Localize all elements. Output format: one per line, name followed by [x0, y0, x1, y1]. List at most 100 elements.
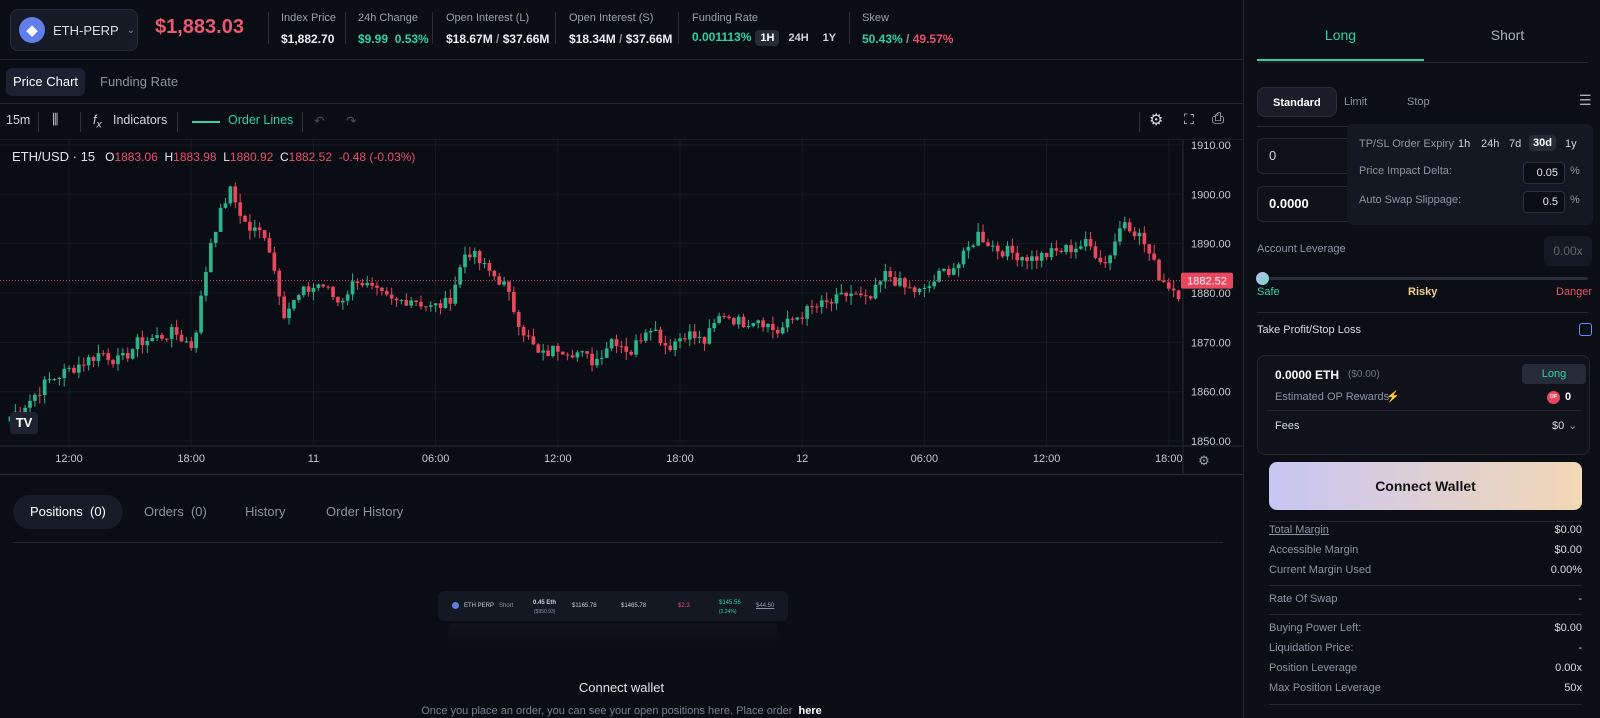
tab-positions[interactable]: Positions (0): [13, 495, 123, 529]
leverage-input[interactable]: 0.00x: [1544, 236, 1592, 266]
summary-usd: ($0.00): [1348, 369, 1380, 380]
candle-body: [932, 281, 937, 287]
candle-body: [424, 306, 428, 308]
candle-body: [1108, 255, 1112, 264]
candle-body: [951, 268, 956, 275]
slippage-input[interactable]: 0.5: [1523, 191, 1565, 213]
impact-input[interactable]: 0.05: [1523, 162, 1565, 184]
tradingview-logo-icon[interactable]: TV: [10, 412, 38, 434]
chart-symbol: ETH/USD · 15: [12, 149, 96, 164]
fullscreen-icon[interactable]: ⛶: [1184, 111, 1194, 127]
candle-body: [492, 270, 497, 277]
preview-market: ETH PERP: [464, 603, 495, 609]
leverage-slider-handle[interactable]: [1256, 272, 1269, 285]
leverage-label: Account Leverage: [1257, 243, 1346, 255]
axis-settings-icon[interactable]: ⚙: [1198, 453, 1210, 468]
candle-body: [194, 332, 199, 349]
candle-body: [961, 250, 966, 265]
order-type-stop[interactable]: Stop: [1407, 96, 1430, 108]
candle-body: [942, 268, 946, 271]
camera-icon[interactable]: ⎙: [1212, 110, 1225, 127]
tab-history[interactable]: History: [245, 504, 286, 519]
candle-body: [1152, 253, 1156, 260]
candle-body: [213, 231, 218, 243]
candle-type-icon[interactable]: ⫼: [52, 111, 59, 127]
empty-state-link[interactable]: here: [798, 705, 822, 717]
oi-long-stat: Open Interest (L) $18.67M / $37.66M: [446, 12, 550, 46]
max-leverage-label: Max Position Leverage: [1269, 682, 1381, 694]
expiry-7d[interactable]: 7d: [1509, 138, 1522, 150]
expiry-24h[interactable]: 24h: [1481, 138, 1500, 150]
stat-value: $1,882.70: [281, 32, 335, 46]
chevron-down-icon[interactable]: ⌄: [1568, 420, 1578, 432]
tab-long[interactable]: Long: [1257, 0, 1424, 61]
candle-body: [77, 364, 81, 373]
expiry-1y[interactable]: 1y: [1565, 138, 1577, 150]
market-selector[interactable]: ◆ ETH-PERP ⌄: [10, 9, 138, 51]
candle-body: [1088, 239, 1093, 247]
candle-body: [301, 286, 306, 296]
candle-body: [893, 276, 897, 286]
candle-body: [306, 286, 311, 292]
total-margin-label[interactable]: Total Margin: [1269, 524, 1329, 536]
funding-period-1y[interactable]: 1Y: [822, 32, 837, 44]
order-summary-card: 0.0000 ETH ($0.00) Long Estimated OP Rew…: [1257, 355, 1590, 455]
candlestick-chart[interactable]: 1850.00 1860.00 1870.00 1880.00 1890.00 1900.…: [0, 140, 1243, 474]
candle-body: [629, 351, 633, 355]
accessible-margin-label: Accessible Margin: [1269, 544, 1359, 556]
candle-body: [531, 336, 536, 345]
indicators-button[interactable]: Indicators: [113, 113, 168, 127]
stat-label: Skew: [862, 12, 889, 24]
candle-body: [287, 308, 291, 319]
candle-body: [722, 316, 726, 318]
candle-body: [927, 286, 932, 288]
x-tick-label: 12:00: [1033, 453, 1061, 465]
candle-body: [971, 245, 976, 247]
candle-body: [1030, 256, 1034, 262]
interval-button[interactable]: 15m: [6, 113, 31, 127]
candle-body: [990, 245, 995, 247]
candle-body: [331, 286, 335, 298]
tpsl-checkbox[interactable]: [1579, 323, 1592, 336]
tab-order-history[interactable]: Order History: [326, 504, 404, 519]
fees-value[interactable]: $0: [1552, 420, 1565, 432]
stat-label: Open Interest (S): [569, 12, 654, 24]
candle-body: [658, 329, 663, 344]
candle-body: [595, 358, 599, 366]
order-lines-button[interactable]: Order Lines: [228, 113, 294, 127]
funding-period-24h[interactable]: 24H: [788, 32, 809, 44]
order-type-limit[interactable]: Limit: [1344, 96, 1368, 108]
divider: [1269, 614, 1582, 615]
candle-body: [912, 287, 917, 293]
undo-icon[interactable]: ↶: [314, 114, 325, 128]
expiry-1h[interactable]: 1h: [1458, 138, 1471, 150]
settings-gear-icon[interactable]: ⚙: [1149, 112, 1164, 129]
tab-price-chart[interactable]: Price Chart: [6, 68, 86, 96]
candle-body: [169, 327, 174, 339]
candle-body: [1069, 245, 1073, 253]
connect-wallet-button[interactable]: Connect Wallet: [1269, 462, 1582, 510]
candle-body: [1015, 252, 1020, 261]
x-tick-label: 12:00: [544, 453, 572, 465]
summary-side-badge: Long: [1522, 364, 1586, 384]
tab-orders[interactable]: Orders (0): [127, 495, 224, 529]
candle-body: [336, 297, 340, 303]
leverage-slider[interactable]: [1257, 277, 1588, 280]
price-chart[interactable]: 1850.00 1860.00 1870.00 1880.00 1890.00 1900.…: [0, 140, 1243, 474]
skew-stat: Skew 50.43% / 49.57%: [862, 12, 954, 46]
candle-body: [463, 254, 467, 268]
positions-panel: Positions (0) Orders (0) History Order H…: [0, 474, 1243, 718]
redo-icon[interactable]: ↷: [346, 114, 357, 128]
candle-body: [311, 287, 316, 292]
expiry-30d[interactable]: 30d: [1529, 135, 1556, 151]
funding-period-1h[interactable]: 1H: [755, 30, 780, 46]
index-price-stat: Index Price $1,882.70: [281, 12, 336, 46]
tab-funding-rate[interactable]: Funding Rate: [100, 74, 179, 89]
x-tick-label: 11: [308, 453, 319, 465]
order-type-standard[interactable]: Standard: [1257, 87, 1337, 117]
trade-settings-popup: TP/SL Order Expiry 1h 24h 7d 30d 1y Pric…: [1347, 124, 1593, 225]
ohlc-legend: ETH/USD · 15 O1883.06 H1883.98 L1880.92 …: [12, 149, 415, 164]
sliders-settings-icon[interactable]: ☰: [1579, 92, 1592, 108]
tab-short[interactable]: Short: [1490, 27, 1525, 43]
candle-body: [917, 288, 922, 293]
